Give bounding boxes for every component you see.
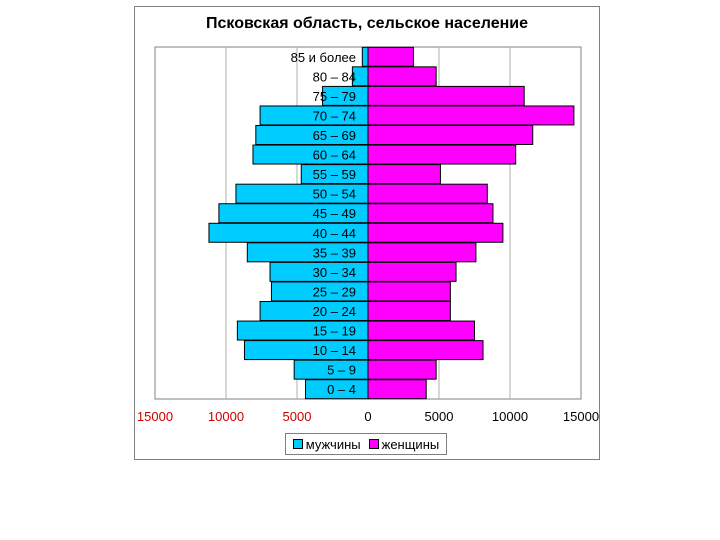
- category-label: 75 – 79: [313, 89, 356, 104]
- population-pyramid-plot: 15000 10000 5000 0 5000 10000 15000 0 – 4 5 – 9 1…: [137, 46, 599, 424]
- bar-women: [367, 203, 494, 224]
- chart-frame: Псковская область, сельское население 15…: [134, 6, 600, 460]
- legend-item-women: женщины: [368, 436, 440, 452]
- bar-women: [367, 85, 525, 106]
- x-tick-label: 15000: [137, 409, 173, 424]
- bar-women: [367, 261, 457, 282]
- legend-swatch-women: [368, 439, 379, 449]
- category-label: 85 и более: [291, 50, 356, 65]
- legend-label-women: женщины: [381, 436, 440, 452]
- chart-title: Псковская область, сельское население: [206, 15, 528, 32]
- bar-women: [367, 222, 504, 243]
- bar-women: [367, 144, 517, 165]
- x-tick-label: 10000: [492, 409, 528, 424]
- category-label: 80 – 84: [313, 69, 356, 84]
- bar-women: [367, 320, 475, 341]
- chart-legend: мужчины женщины: [285, 433, 447, 455]
- bar-women: [367, 379, 427, 400]
- legend-swatch-men: [292, 439, 303, 449]
- x-tick-label: 0: [364, 409, 371, 424]
- category-label: 35 – 39: [313, 245, 356, 260]
- bar-women: [367, 164, 441, 185]
- bar-women: [367, 281, 451, 302]
- category-label: 30 – 34: [313, 265, 356, 280]
- category-label: 0 – 4: [327, 382, 356, 397]
- bar-women: [367, 183, 488, 204]
- category-label: 25 – 29: [313, 284, 356, 299]
- legend-item-men: мужчины: [292, 436, 361, 452]
- bar-women: [367, 242, 477, 263]
- category-label: 40 – 44: [313, 226, 356, 241]
- category-label: 70 – 74: [313, 108, 356, 123]
- bar-women: [367, 46, 414, 67]
- legend-label-men: мужчины: [305, 436, 361, 452]
- bar-women: [367, 340, 484, 361]
- category-label: 65 – 69: [313, 128, 356, 143]
- category-label: 5 – 9: [327, 363, 356, 378]
- x-tick-label: 5000: [425, 409, 454, 424]
- category-label: 10 – 14: [313, 343, 356, 358]
- bar-men: [361, 46, 369, 67]
- bar-women: [367, 301, 451, 321]
- x-tick-label: 10000: [208, 409, 244, 424]
- bar-women: [367, 105, 575, 126]
- category-label: 15 – 19: [313, 324, 356, 339]
- x-tick-label: 15000: [563, 409, 599, 424]
- x-tick-label: 5000: [283, 409, 312, 424]
- bar-women: [367, 125, 534, 145]
- bar-women: [367, 359, 437, 380]
- category-label: 50 – 54: [313, 187, 356, 202]
- category-label: 45 – 49: [313, 206, 356, 221]
- category-label: 20 – 24: [313, 304, 356, 319]
- category-label: 55 – 59: [313, 167, 356, 182]
- bar-women: [367, 66, 437, 87]
- category-label: 60 – 64: [313, 148, 356, 163]
